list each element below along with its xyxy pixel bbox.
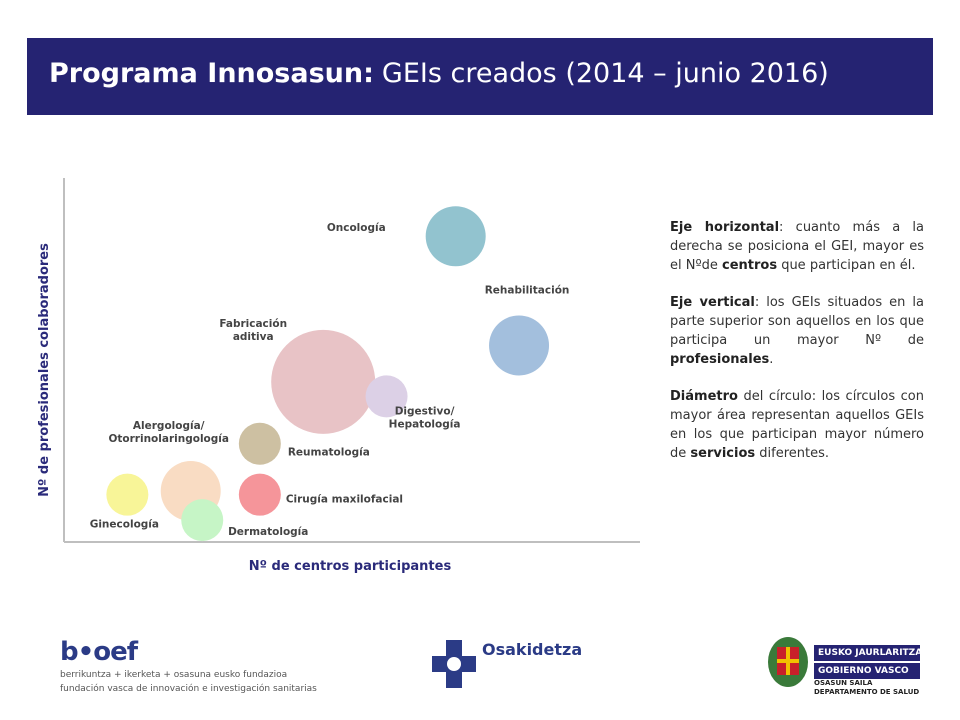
labels-group: Oncología Rehabilitación Fabricación aditiv… bbox=[90, 222, 570, 538]
bubble-ginecologia bbox=[106, 473, 149, 516]
explain-h-text-c: que participan en él. bbox=[777, 258, 916, 273]
legend-explanation: Eje horizontal: cuanto más a la derecha … bbox=[670, 218, 924, 481]
explain-h-title: Eje horizontal bbox=[670, 220, 780, 235]
label-digestivo-hepatologia: Digestivo/Hepatología bbox=[389, 405, 461, 430]
label-dermatologia: Dermatología bbox=[228, 526, 308, 538]
gv-sub1: OSASUN SAILA bbox=[814, 679, 873, 687]
bubble-rehabilitacion bbox=[489, 315, 550, 376]
bubble-reumatologia bbox=[238, 422, 281, 465]
y-axis-title: Nº de profesionales colaboradores bbox=[37, 243, 52, 497]
bioef-wordmark: b•oef bbox=[60, 637, 138, 667]
bubble-fabricacion-aditiva bbox=[271, 329, 376, 434]
explain-v-key: profesionales bbox=[670, 352, 770, 367]
explain-v-text-c: . bbox=[769, 352, 774, 367]
title-bold: Programa Innosasun: bbox=[49, 58, 374, 89]
label-ginecologia: Ginecología bbox=[90, 519, 159, 531]
explain-d-text-a: del círculo: los círculos con mayor área… bbox=[670, 389, 924, 461]
explain-vertical: Eje vertical: los GEIs situados en la pa… bbox=[670, 293, 924, 369]
explain-horizontal: Eje horizontal: cuanto más a la derecha … bbox=[670, 218, 924, 275]
explain-h-text-a: : cuanto más a la derecha se posiciona e… bbox=[670, 220, 924, 273]
explain-d-key: servicios bbox=[690, 446, 756, 461]
osakidetza-logo: Osakidetza bbox=[432, 640, 582, 692]
label-reumatologia: Reumatología bbox=[288, 447, 370, 459]
bioef-logo: b•oef berrikuntza + ikerketa + osasuna e… bbox=[60, 637, 317, 695]
bubble-digestivo-hepatologia bbox=[365, 375, 408, 418]
osakidetza-name: Osakidetza bbox=[482, 640, 583, 659]
label-rehabilitacion: Rehabilitación bbox=[485, 284, 570, 296]
bubbles-group bbox=[106, 206, 550, 542]
explain-h-key: centros bbox=[721, 258, 778, 273]
title-bar: Programa Innosasun: GEIs creados (2014 – … bbox=[27, 38, 933, 115]
explain-v-title: Eje vertical bbox=[670, 295, 755, 310]
bioef-line2: fundación vasca de innovación e investig… bbox=[60, 684, 317, 694]
explain-d-title: Diámetro bbox=[670, 389, 738, 404]
gv-sub2: DEPARTAMENTO DE SALUD bbox=[814, 688, 920, 696]
x-axis-title: Nº de centros participantes bbox=[249, 559, 452, 574]
explain-diameter: Diámetro del círculo: los círculos con m… bbox=[670, 387, 924, 463]
gv-line2: GOBIERNO VASCO bbox=[814, 663, 920, 679]
gv-sub: OSASUN SAILA DEPARTAMENTO DE SALUD bbox=[814, 679, 919, 697]
title-rest: GEIs creados (2014 – junio 2016) bbox=[381, 58, 829, 89]
coat-of-arms-icon bbox=[768, 637, 808, 687]
label-alergologia-otorrinolaringologia: Alergología/Otorrinolaringología bbox=[108, 420, 228, 445]
explain-d-text-c: diferentes. bbox=[755, 446, 829, 461]
footer: b•oef berrikuntza + ikerketa + osasuna e… bbox=[0, 625, 960, 720]
bubble-chart: Oncología Rehabilitación Fabricación aditiv… bbox=[37, 178, 640, 574]
label-oncologia: Oncología bbox=[327, 222, 386, 234]
bioef-line1: berrikuntza + ikerketa + osasuna eusko f… bbox=[60, 670, 288, 680]
explain-v-text-a: : los GEIs situados en la parte superior… bbox=[670, 295, 924, 348]
label-cirugia-maxilofacial: Cirugía maxilofacial bbox=[286, 494, 403, 506]
bubble-cirugia-maxilofacial bbox=[238, 473, 281, 516]
osakidetza-icon bbox=[432, 640, 476, 688]
gobierno-vasco-logo: EUSKO JAURLARITZA GOBIERNO VASCO OSASUN … bbox=[766, 635, 922, 696]
page-title: Programa Innosasun: GEIs creados (2014 – … bbox=[49, 58, 829, 89]
bubble-dermatologia bbox=[181, 499, 224, 542]
bubble-oncologia bbox=[425, 206, 486, 267]
gv-line1: EUSKO JAURLARITZA bbox=[814, 645, 922, 661]
label-fabricacion-aditiva: Fabricación aditiva bbox=[219, 318, 287, 343]
